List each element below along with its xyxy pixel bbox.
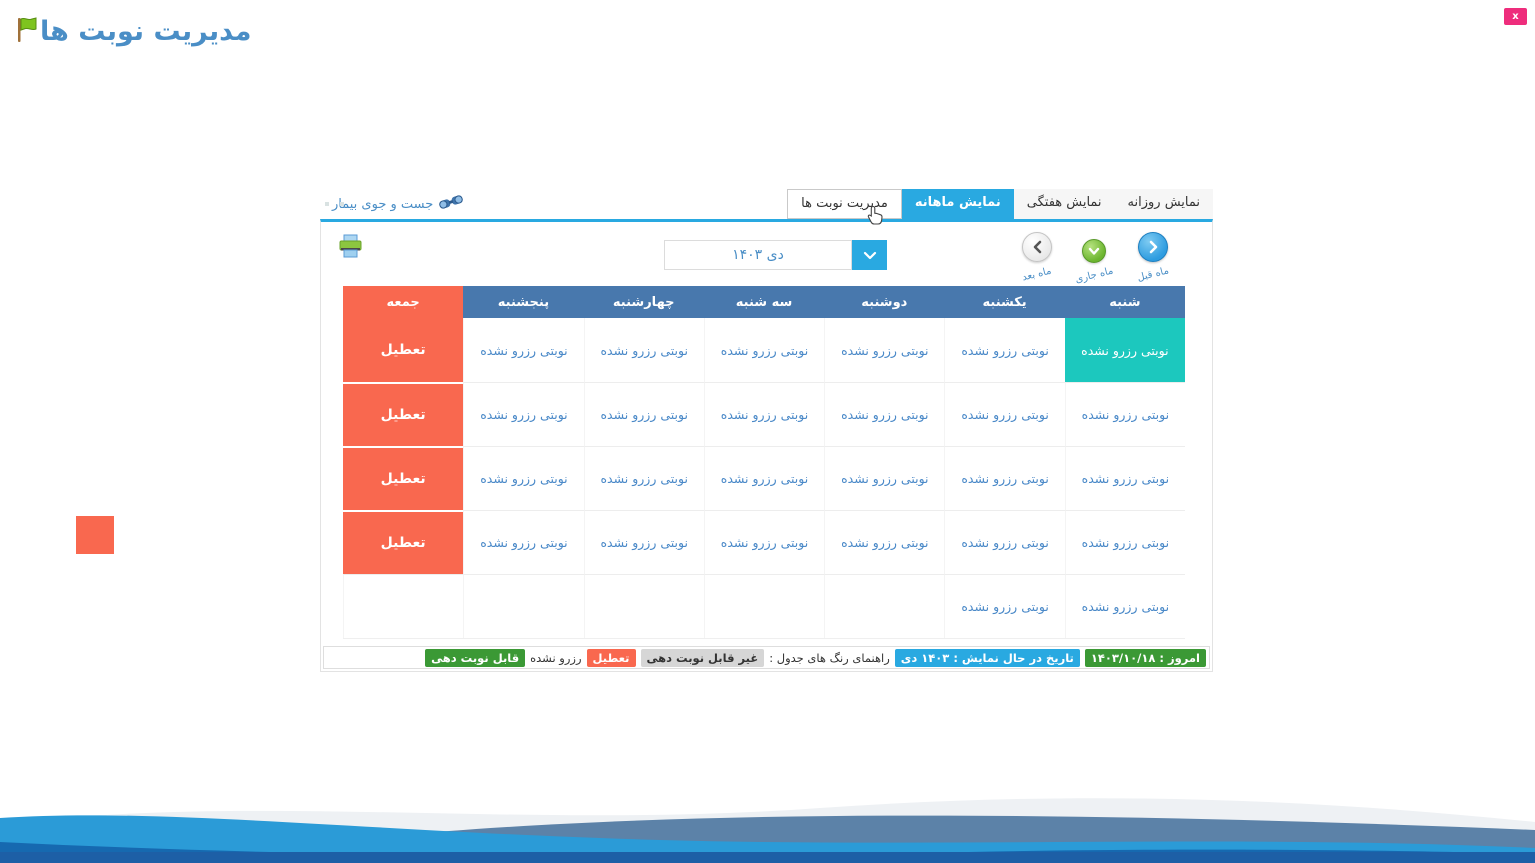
next-month-label: ماه بعد <box>1021 265 1053 284</box>
legend-closed-badge: تعطیل <box>586 648 636 667</box>
calendar-cell-r3-c1[interactable]: نوبتی رزرو نشده <box>944 510 1065 574</box>
calendar-cell-r1-c2[interactable]: نوبتی رزرو نشده <box>824 382 945 446</box>
legend-guide-label: راهنمای رنگ های جدول : <box>769 650 890 665</box>
legend-bar: امروز : ۱۴۰۳/۱۰/۱۸ تاریخ در حال نمایش : … <box>323 646 1210 669</box>
close-button[interactable]: x <box>1504 8 1527 25</box>
calendar-cell-r1-c1[interactable]: نوبتی رزرو نشده <box>944 382 1065 446</box>
calendar-cell-r3-c6[interactable]: تعطیل <box>343 510 464 574</box>
month-value-field[interactable]: ۱۴۰۳ دی <box>664 240 852 270</box>
patient-search-label: جست و جوی بیمار <box>332 196 434 212</box>
calendar-cell-r2-c4[interactable]: نوبتی رزرو نشده <box>583 446 704 510</box>
month-navigation: ماه قبل ماه جاری ماه بعد <box>1009 230 1179 286</box>
calendar-cell-r2-c0[interactable]: نوبتی رزرو نشده <box>1064 446 1185 510</box>
tab-weekly-view[interactable]: نمایش هفتگی <box>1013 189 1115 219</box>
calendar-table: شنبه یکشنبه دوشنبه سه شنبه چهارشنبه پنجشنبه جم… <box>343 286 1185 639</box>
current-month-button[interactable]: ماه جاری <box>1069 235 1119 286</box>
month-dropdown-button[interactable] <box>852 240 887 270</box>
calendar-cell-r4-c6 <box>343 574 464 638</box>
tab-manage-appointments[interactable]: مدیریت نوبت ها <box>787 189 902 219</box>
decorative-dot <box>325 202 329 206</box>
calendar-cell-r1-c4[interactable]: نوبتی رزرو نشده <box>583 382 704 446</box>
patient-search-button[interactable]: جست و جوی بیمار <box>322 189 464 219</box>
prev-month-button[interactable]: ماه قبل <box>1127 232 1179 284</box>
page-title-label: مدیریت نوبت ها <box>40 16 252 47</box>
calendar-cell-r0-c3[interactable]: نوبتی رزرو نشده <box>703 318 825 382</box>
calendar-cell-r2-c2[interactable]: نوبتی رزرو نشده <box>824 446 945 510</box>
day-header-2: دوشنبه <box>824 286 945 318</box>
calendar-cell-r2-c5[interactable]: نوبتی رزرو نشده <box>463 446 584 510</box>
calendar-cell-r4-c4 <box>583 574 704 638</box>
calendar-cell-r3-c2[interactable]: نوبتی رزرو نشده <box>824 510 945 574</box>
calendar-cell-r4-c1[interactable]: نوبتی رزرو نشده <box>944 574 1065 638</box>
legend-not-reserved-label: رزرو نشده <box>530 650 582 665</box>
month-selector: ۱۴۰۳ دی <box>664 240 887 270</box>
green-flag-icon <box>16 16 38 51</box>
tab-monthly-view[interactable]: نمایش ماهانه <box>901 189 1014 219</box>
calendar-cell-r3-c3[interactable]: نوبتی رزرو نشده <box>703 510 825 574</box>
day-header-5: پنجشنبه <box>463 286 584 318</box>
prev-month-label: ماه قبل <box>1136 265 1170 284</box>
wave-footer-decoration <box>0 780 1535 863</box>
calendar-cell-r0-c2[interactable]: نوبتی رزرو نشده <box>824 318 945 382</box>
day-header-3: سه شنبه <box>703 286 825 318</box>
chevron-down-icon <box>863 248 877 263</box>
day-header-0: شنبه <box>1064 286 1185 318</box>
calendar-body: نوبتی رزرو نشده نوبتی رزرو نشده نوبتی رزرو… <box>343 318 1185 638</box>
calendar-panel: ۱۴۰۳ دی ماه قبل ماه جاری ماه بعد <box>320 219 1213 672</box>
calendar-cell-r3-c5[interactable]: نوبتی رزرو نشده <box>463 510 584 574</box>
day-header-1: یکشنبه <box>944 286 1065 318</box>
calendar-cell-r1-c3[interactable]: نوبتی رزرو نشده <box>703 382 825 446</box>
calendar-header-row: شنبه یکشنبه دوشنبه سه شنبه چهارشنبه پنجشنبه جم… <box>343 286 1185 318</box>
calendar-cell-r2-c3[interactable]: نوبتی رزرو نشده <box>703 446 825 510</box>
calendar-cell-r4-c3 <box>703 574 825 638</box>
calendar-cell-r4-c2 <box>824 574 945 638</box>
current-month-label: ماه جاری <box>1073 265 1115 286</box>
calendar-cell-r4-c0[interactable]: نوبتی رزرو نشده <box>1064 574 1185 638</box>
calendar-cell-r2-c1[interactable]: نوبتی رزرو نشده <box>944 446 1065 510</box>
page-title: مدیریت نوبت ها <box>16 12 251 51</box>
next-month-button[interactable]: ماه بعد <box>1011 232 1063 284</box>
calendar-cell-r0-c4[interactable]: نوبتی رزرو نشده <box>583 318 704 382</box>
chevron-down-circle-icon <box>1082 239 1106 263</box>
calendar-cell-r1-c5[interactable]: نوبتی رزرو نشده <box>463 382 584 446</box>
print-icon[interactable] <box>338 234 363 262</box>
chevron-left-icon <box>1022 232 1052 262</box>
today-badge: امروز : ۱۴۰۳/۱۰/۱۸ <box>1084 648 1206 667</box>
day-header-4: چهارشنبه <box>583 286 704 318</box>
tab-daily-view[interactable]: نمایش روزانه <box>1114 189 1213 219</box>
day-header-6: جمعه <box>343 286 464 318</box>
legend-available-badge: قابل نوبت دهی <box>425 648 526 667</box>
showing-date-badge: تاریخ در حال نمایش : ۱۴۰۳ دی <box>894 648 1080 667</box>
calendar-cell-r3-c4[interactable]: نوبتی رزرو نشده <box>583 510 704 574</box>
calendar-cell-r0-c5[interactable]: نوبتی رزرو نشده <box>463 318 584 382</box>
calendar-cell-r1-c6[interactable]: تعطیل <box>343 382 464 446</box>
calendar-cell-r3-c0[interactable]: نوبتی رزرو نشده <box>1064 510 1185 574</box>
legend-unavailable-badge: غیر قابل نوبت دهی <box>640 648 765 667</box>
chevron-right-icon <box>1138 232 1168 262</box>
tab-bar: نمایش روزانه نمایش هفتگی نمایش ماهانه مد… <box>322 189 1213 219</box>
calendar-cell-r2-c6[interactable]: تعطیل <box>343 446 464 510</box>
calendar-cell-r0-c6[interactable]: تعطیل <box>343 318 464 382</box>
binoculars-icon <box>438 194 464 214</box>
orange-square-decoration <box>76 516 114 554</box>
decorative-dot <box>340 202 344 206</box>
calendar-cell-r0-c1[interactable]: نوبتی رزرو نشده <box>944 318 1065 382</box>
calendar-cell-r4-c5 <box>463 574 584 638</box>
calendar-cell-r1-c0[interactable]: نوبتی رزرو نشده <box>1064 382 1185 446</box>
calendar-cell-r0-c0[interactable]: نوبتی رزرو نشده <box>1064 318 1185 382</box>
